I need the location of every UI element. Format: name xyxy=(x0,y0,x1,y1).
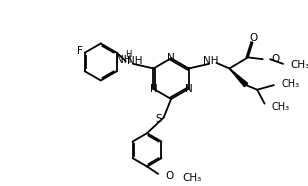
Text: CH₃: CH₃ xyxy=(272,102,290,112)
Polygon shape xyxy=(229,68,248,87)
Text: N: N xyxy=(150,84,157,94)
Text: O: O xyxy=(272,54,280,64)
Text: CH₃: CH₃ xyxy=(182,173,201,183)
Text: NH: NH xyxy=(127,56,143,66)
Text: O: O xyxy=(165,171,173,181)
Text: NH: NH xyxy=(116,55,131,65)
Text: O: O xyxy=(249,33,257,43)
Text: NH: NH xyxy=(203,56,219,66)
Text: F: F xyxy=(77,46,83,56)
Text: CH₃: CH₃ xyxy=(281,79,299,89)
Text: CH₃: CH₃ xyxy=(290,60,308,70)
Text: S: S xyxy=(156,114,162,124)
Text: N: N xyxy=(167,53,175,63)
Text: H: H xyxy=(125,50,131,59)
Text: N: N xyxy=(185,84,192,94)
